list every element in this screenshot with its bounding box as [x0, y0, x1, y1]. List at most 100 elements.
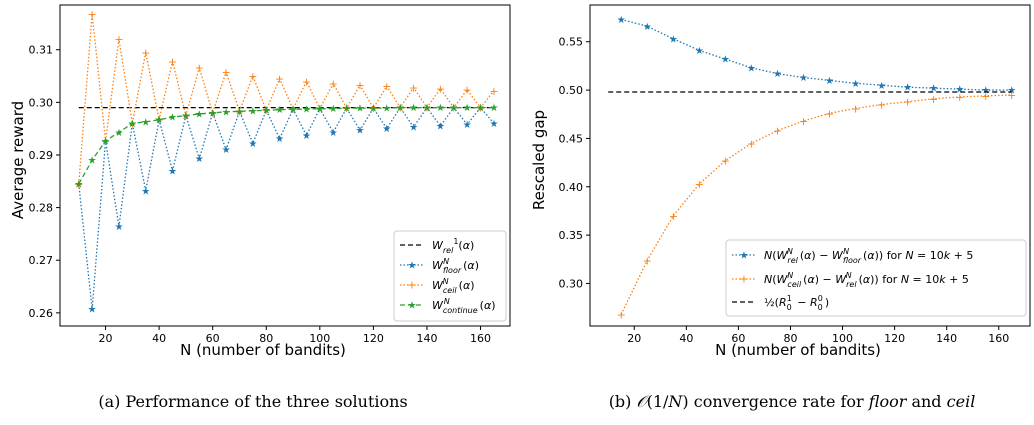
chart-b-x-tick-label: 160: [988, 332, 1009, 345]
chart-a-series-2-point: +: [476, 102, 485, 115]
chart-b-y-tick-label: 0.55: [559, 36, 584, 49]
chart-a-x-tick-label: 80: [259, 332, 273, 345]
chart-b-ticks: 20 40 60 80 100 120 140 160 0.30 0.35 0.40 0.45 0.50…: [559, 36, 1010, 345]
chart-a-series-3-point: ★: [235, 107, 244, 118]
chart-a-x-tick-label: 40: [152, 332, 166, 345]
chart-b-legend-frame: [725, 239, 1027, 317]
chart-a-series-3-point: ★: [489, 103, 498, 114]
chart-b-x-tick-label: 100: [832, 332, 853, 345]
chart-b-series-1-point: +: [799, 115, 808, 128]
chart-a-series-2-point: +: [154, 114, 163, 127]
legend-label-half-r: ½(R01 − R00): [764, 294, 829, 312]
chart-a-series-2-point: +: [436, 83, 445, 96]
chart-b-series-1-point: +: [955, 91, 964, 104]
chart-a-series-3-point: ★: [141, 117, 150, 128]
chart-a-series-1-point: ★: [302, 131, 311, 142]
chart-a-series-1-point: ★: [382, 124, 391, 135]
chart-b-series-0-point: ★: [981, 86, 990, 97]
chart-a-series-2-point: +: [329, 77, 338, 90]
chart-a-series-1-point: ★: [369, 104, 378, 115]
chart-b-series-1-point: +: [617, 308, 626, 321]
legend-entry-ceil-gap: + N(WceilN (α) − WrelN (α)) for N = 10k + …: [732, 271, 969, 289]
chart-a-series-1-point: ★: [168, 166, 177, 177]
chart-b-x-tick-label: 140: [936, 332, 957, 345]
chart-a-series-1-point: ★: [248, 139, 257, 150]
chart-a-series-3-point: ★: [275, 105, 284, 116]
chart-a-y-tick-label: 0.31: [29, 44, 54, 57]
chart-a-series-3-point: ★: [128, 119, 137, 130]
chart-b-series-0-point: ★: [955, 85, 964, 96]
chart-a-y-tick-label: 0.29: [29, 149, 54, 162]
chart-a-x-tick-label: 160: [470, 332, 491, 345]
chart-a-series-1-point: ★: [463, 120, 472, 131]
chart-b-series-0-point: ★: [1007, 86, 1016, 97]
chart-b-series-1-point: +: [669, 210, 678, 223]
chart-b-series-0-point: ★: [695, 46, 704, 57]
legend-entry-half-r: ½(R01 − R00): [732, 294, 829, 312]
legend-entry-w-ceil: + WceilN (α): [400, 277, 475, 295]
chart-a-x-axis-label: N (number of bandits): [180, 341, 346, 359]
chart-a-series-3-point: ★: [436, 103, 445, 114]
chart-a-series-2-point: +: [355, 79, 364, 92]
chart-a-series-2-point: +: [463, 84, 472, 97]
chart-a-series-2-point: +: [315, 103, 324, 116]
chart-b-series-1-point: +: [929, 93, 938, 106]
chart-a-series-3-point: ★: [222, 107, 231, 118]
chart-b-legend: ★ N(WrelN (α) − WfloorN (α)) for N = 10k +…: [725, 239, 1027, 317]
chart-b-x-tick-label: 40: [679, 332, 693, 345]
chart-b-series-0-point: ★: [643, 22, 652, 33]
chart-a-series-2-point: +: [489, 85, 498, 98]
chart-b-series-0-point: ★: [669, 34, 678, 45]
chart-a-series-3-point: ★: [409, 103, 418, 114]
chart-b-x-axis-label: N (number of bandits): [715, 341, 881, 359]
chart-a-series-3-point: ★: [382, 104, 391, 115]
chart-a-series-3-point: ★: [208, 108, 217, 119]
chart-b-series-0-point: ★: [747, 63, 756, 74]
chart-a-series-2-point: +: [409, 82, 418, 95]
chart-b-series-1-point: +: [695, 178, 704, 191]
chart-b: ★★★★★★★ ★ ★ ★ ★ ★ ★ ★ ★ ★+++++++++ + + + + + + + 20 40 60 8…: [530, 4, 1031, 411]
chart-a-y-tick-label: 0.28: [29, 202, 54, 215]
chart-b-series-0-point: ★: [929, 84, 938, 95]
chart-b-y-tick-label: 0.30: [559, 277, 584, 290]
chart-a-x-tick-label: 20: [99, 332, 113, 345]
chart-b-y-tick-label: 0.35: [559, 229, 584, 242]
chart-a-ticks: 20 40 60 80 100 120 140 160 0.26 0.27 0.28 0.29 0.30…: [29, 44, 492, 345]
chart-b-series-1-point: +: [643, 254, 652, 267]
chart-a-series-3-point: ★: [88, 156, 97, 167]
chart-b-series-1-point: +: [981, 90, 990, 103]
chart-a-series-3-point: ★: [289, 105, 298, 116]
chart-a-series-1-point: ★: [489, 119, 498, 130]
chart-b-series-1-point: +: [877, 99, 886, 112]
chart-b-series-1-point: +: [851, 102, 860, 115]
chart-a-plot-area: [59, 4, 511, 327]
chart-a-series-1-point: ★: [195, 154, 204, 165]
chart-a-series-3-point: ★: [114, 128, 123, 139]
chart-a-series-2-point: +: [235, 105, 244, 118]
chart-a-y-tick-label: 0.30: [29, 96, 54, 109]
chart-b-y-tick-label: 0.45: [559, 132, 584, 145]
chart-a-series-3-point: ★: [101, 136, 110, 147]
legend-label-w-floor: WfloorN (α): [432, 257, 479, 275]
chart-b-series-0-point: ★: [877, 81, 886, 92]
legend-marker-w-ceil: +: [407, 279, 416, 292]
chart-a-series-3-point: ★: [449, 103, 458, 114]
chart-a-x-tick-label: 60: [206, 332, 220, 345]
chart-a-series-1-point: ★: [141, 186, 150, 197]
chart-a-series-2-point: +: [382, 80, 391, 93]
chart-a-series-2-point: +: [88, 8, 97, 21]
chart-b-x-tick-label: 60: [731, 332, 745, 345]
chart-a-series-2-point: +: [248, 70, 257, 83]
legend-marker-floor-gap: ★: [740, 251, 749, 262]
chart-b-series-1-point: +: [747, 137, 756, 150]
legend-label-ceil-gap: N(WceilN (α) − WrelN (α)) for N = 10k + 5: [764, 271, 969, 289]
chart-a-series-2-point: +: [141, 46, 150, 59]
legend-entry-w-floor: ★ WfloorN (α): [400, 257, 479, 275]
chart-b-axes-frame: [589, 4, 1031, 327]
chart-a-series-2-point: +: [275, 73, 284, 86]
chart-a-series-1-point: ★: [436, 122, 445, 133]
chart-a-series-3-point: ★: [396, 103, 405, 114]
chart-a-series-2-point: +: [168, 55, 177, 68]
chart-b-plot-area: [589, 4, 1031, 327]
